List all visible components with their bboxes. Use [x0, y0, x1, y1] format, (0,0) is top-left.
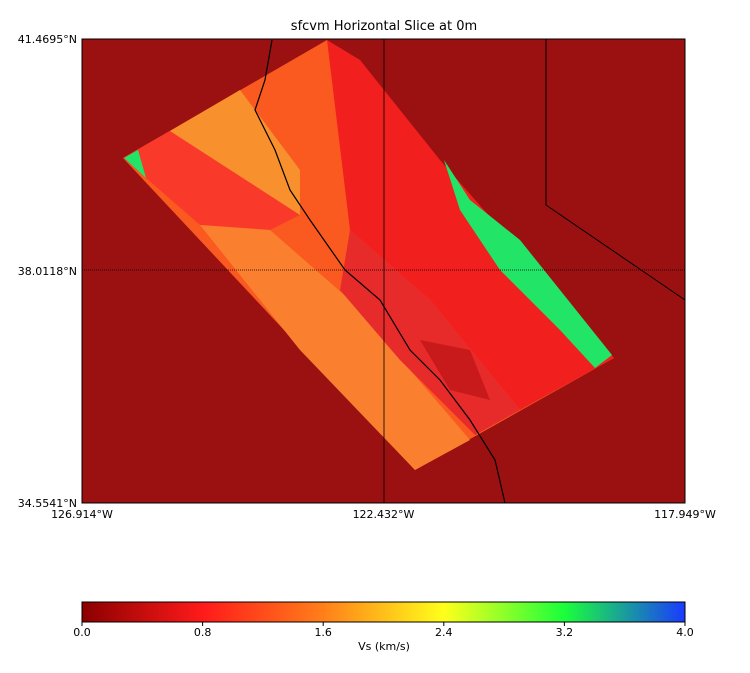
lat-label: 38.0118°N	[18, 265, 77, 278]
lon-label: 122.432°W	[353, 508, 415, 521]
colorbar-tick-label: 1.6	[314, 626, 332, 639]
colorbar	[81, 601, 686, 623]
red-band	[123, 131, 300, 230]
colorbar-tick-label: 2.4	[435, 626, 453, 639]
state-border	[545, 39, 686, 301]
lon-label: 126.914°W	[51, 508, 113, 521]
lat-label: 34.5541°N	[18, 497, 77, 510]
colorbar-tick-label: 0.0	[73, 626, 91, 639]
colorbar-tick-label: 4.0	[676, 626, 694, 639]
lon-label: 117.949°W	[654, 508, 716, 521]
colorbar-tick-label: 3.2	[556, 626, 574, 639]
colorbar-tick-label: 0.8	[194, 626, 212, 639]
map-title: sfcvm Horizontal Slice at 0m	[291, 19, 477, 34]
orange-zone	[170, 90, 300, 215]
colorbar-label: Vs (km/s)	[358, 640, 410, 653]
orange-zone	[200, 225, 470, 470]
green-strip	[444, 160, 612, 368]
green-strip	[124, 150, 146, 178]
lat-label: 41.4695°N	[18, 33, 77, 46]
map	[81, 38, 686, 504]
dark-zone	[420, 340, 490, 400]
